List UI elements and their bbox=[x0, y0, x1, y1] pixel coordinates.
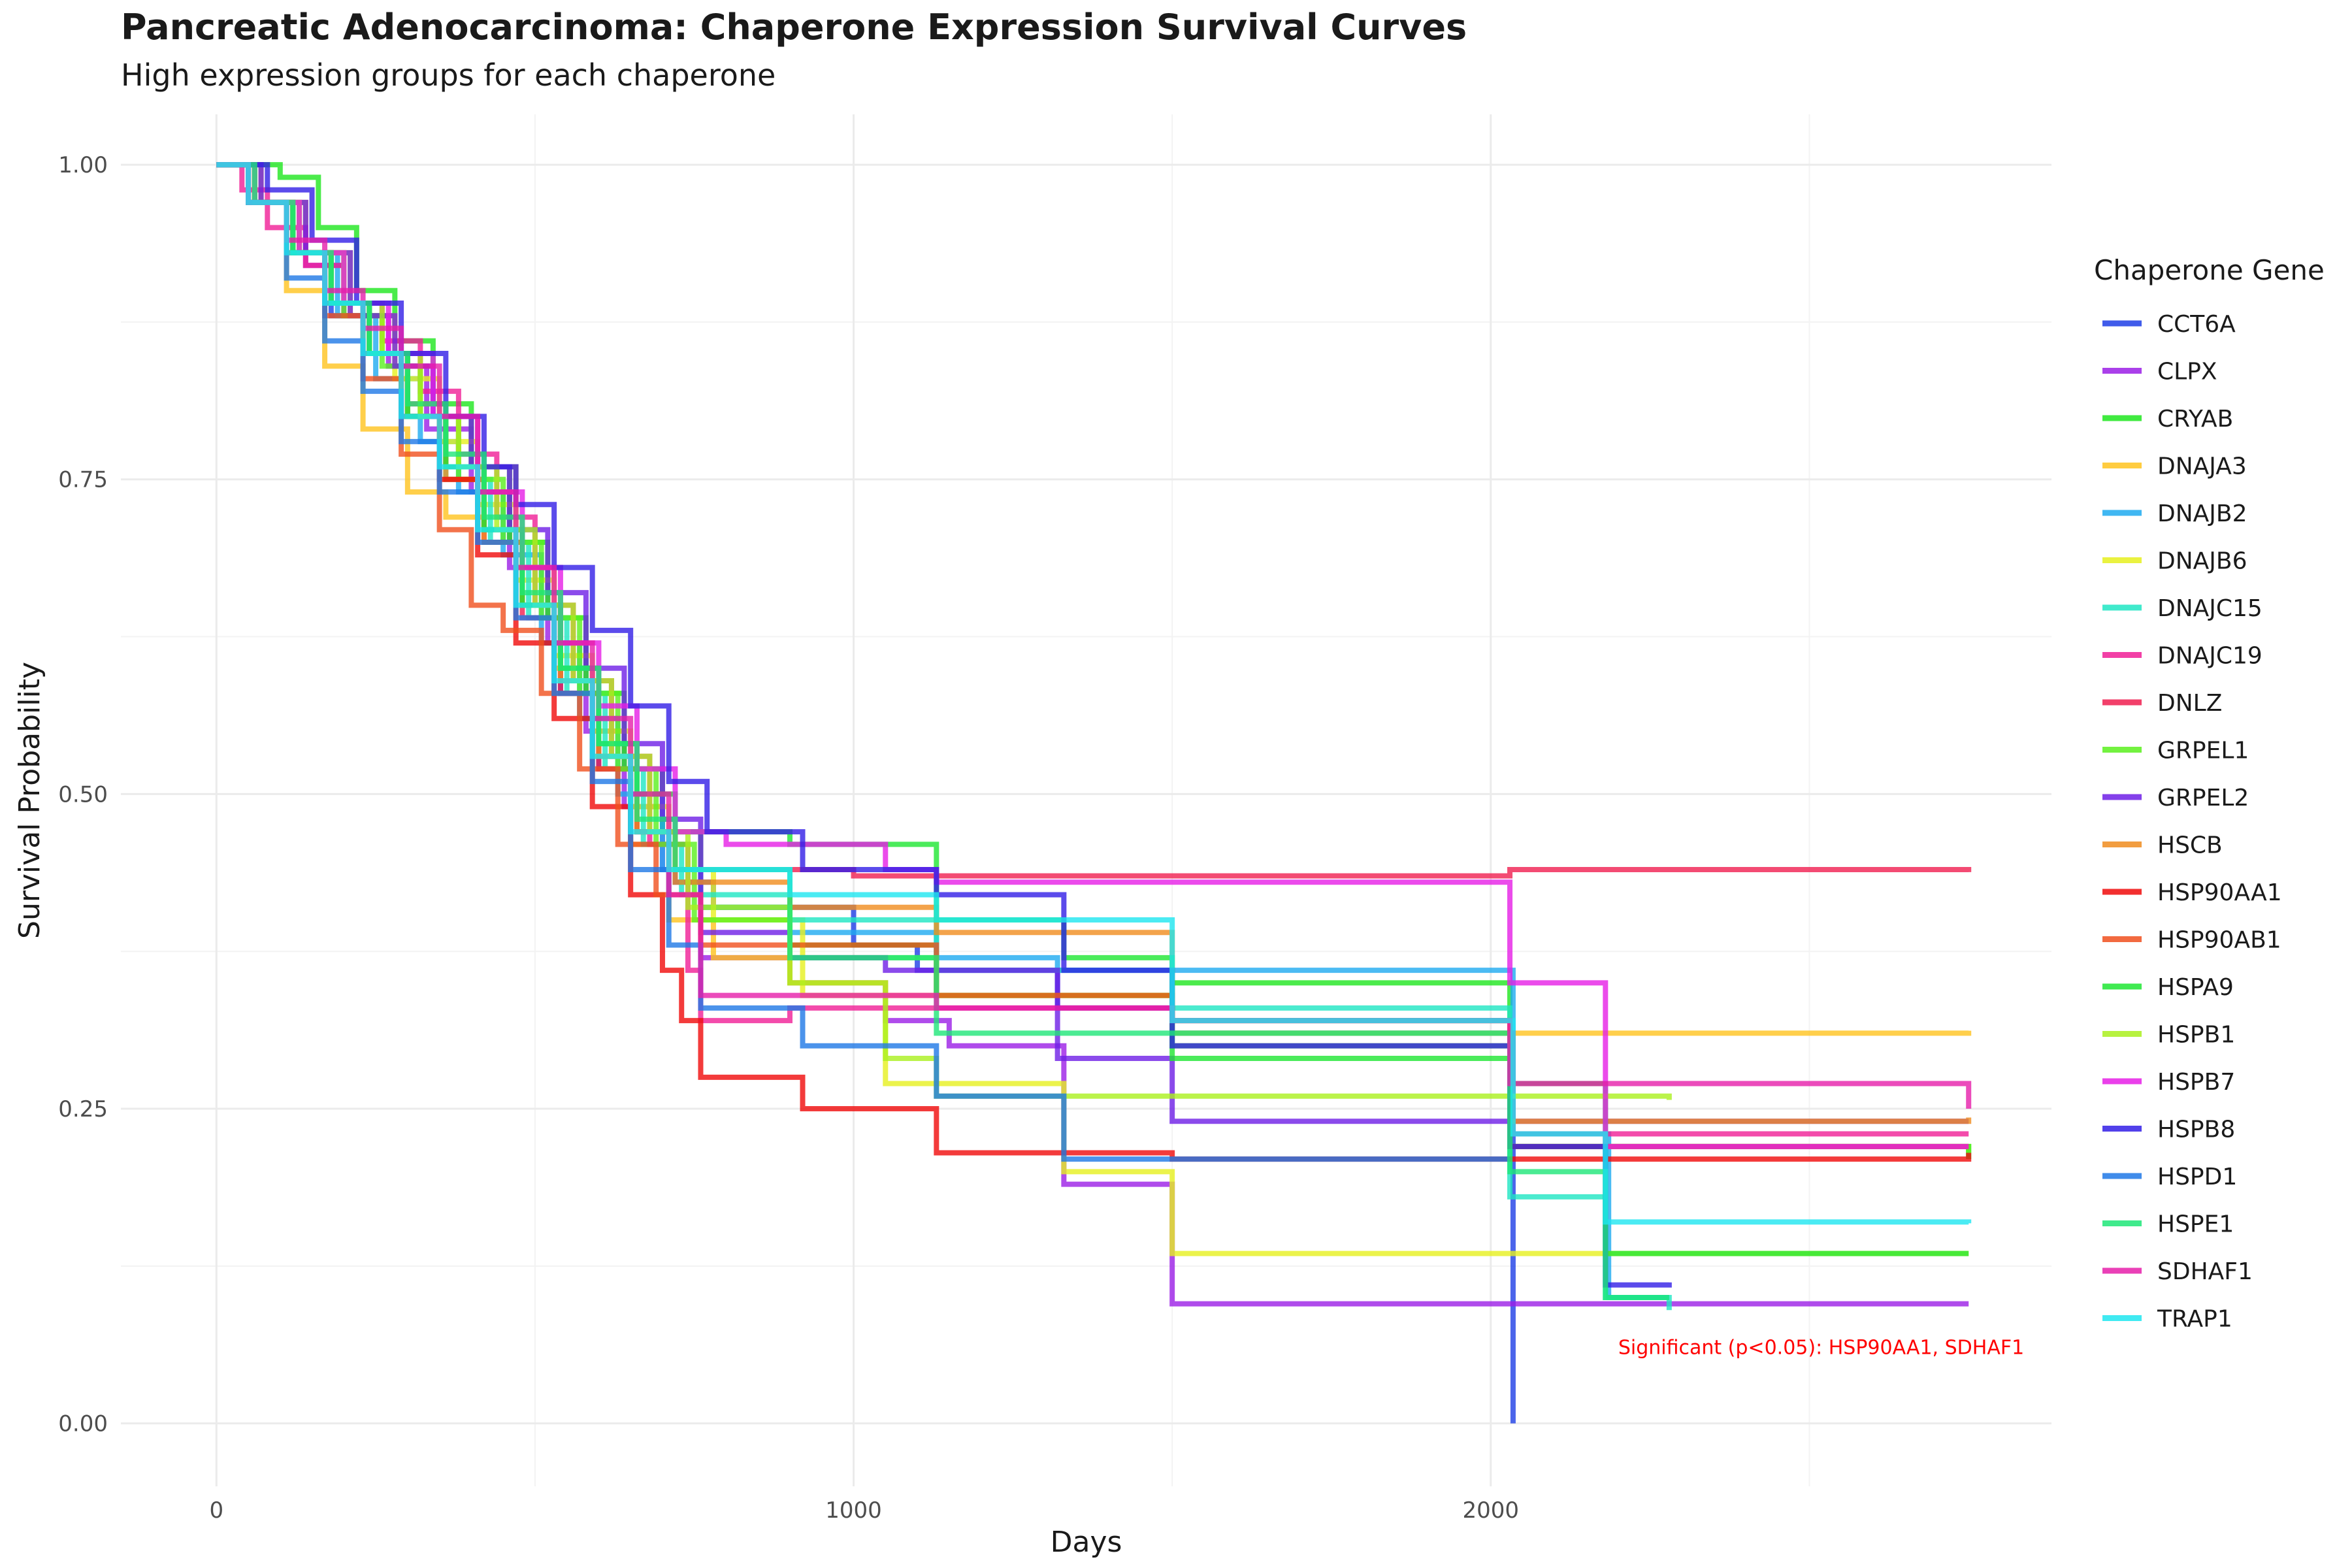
series-lines bbox=[216, 162, 1972, 1424]
y-tick-label: 0.00 bbox=[58, 1411, 108, 1437]
series-line-grpel1 bbox=[216, 162, 1972, 1153]
legend-label-hscb: HSCB bbox=[2157, 832, 2223, 859]
series-line-hspa9 bbox=[216, 162, 1969, 1256]
legend-label-dnlz: DNLZ bbox=[2157, 690, 2222, 717]
legend-label-hspb1: HSPB1 bbox=[2157, 1022, 2235, 1049]
series-line-hspe1 bbox=[216, 162, 1669, 1301]
legend-title: Chaperone Gene bbox=[2094, 254, 2325, 286]
y-tick-label: 0.50 bbox=[58, 781, 108, 808]
legend-label-grpel1: GRPEL1 bbox=[2157, 738, 2249, 764]
legend-label-dnajc15: DNAJC15 bbox=[2157, 595, 2262, 622]
series-line-grpel2 bbox=[216, 162, 1969, 1124]
legend-label-hspe1: HSPE1 bbox=[2157, 1211, 2234, 1238]
legend-label-cryab: CRYAB bbox=[2157, 406, 2233, 433]
x-tick-label: 0 bbox=[209, 1497, 223, 1524]
chart-title: Pancreatic Adenocarcinoma: Chaperone Exp… bbox=[121, 7, 1467, 48]
legend-label-hspa9: HSPA9 bbox=[2157, 974, 2234, 1001]
axes: 0 1000 2000 0.00 0.25 0.50 0.75 1.00 bbox=[58, 152, 1519, 1524]
legend-label-dnajb2: DNAJB2 bbox=[2157, 500, 2247, 527]
series-line-dnajc19 bbox=[216, 162, 1969, 1137]
series-line-trap1 bbox=[216, 162, 1972, 1225]
legend-label-dnajb6: DNAJB6 bbox=[2157, 548, 2247, 575]
x-axis-title: Days bbox=[1051, 1526, 1122, 1559]
legend-label-dnaja3: DNAJA3 bbox=[2157, 453, 2247, 480]
legend-label-cct6a: CCT6A bbox=[2157, 311, 2236, 338]
legend-label-trap1: TRAP1 bbox=[2157, 1306, 2232, 1333]
grid bbox=[121, 114, 2051, 1486]
y-tick-label: 1.00 bbox=[58, 152, 108, 178]
significance-annotation: Significant (p<0.05): HSP90AA1, SDHAF1 bbox=[1618, 1337, 2024, 1360]
legend-label-clpx: CLPX bbox=[2157, 359, 2217, 385]
legend-label-hspb7: HSPB7 bbox=[2157, 1069, 2235, 1096]
legend-label-hsp90aa1: HSP90AA1 bbox=[2157, 879, 2282, 906]
legend-label-hspb8: HSPB8 bbox=[2157, 1117, 2235, 1143]
series-line-hspb7 bbox=[216, 162, 1969, 1149]
y-axis-title: Survival Probability bbox=[13, 662, 46, 939]
series-line-dnaja3 bbox=[216, 162, 1972, 1036]
legend-label-dnajc19: DNAJC19 bbox=[2157, 643, 2262, 670]
x-tick-label: 2000 bbox=[1463, 1497, 1520, 1524]
y-tick-label: 0.75 bbox=[58, 467, 108, 493]
legend-label-hspd1: HSPD1 bbox=[2157, 1164, 2237, 1190]
legend-label-sdhaf1: SDHAF1 bbox=[2157, 1258, 2253, 1285]
series-line-dnajb2 bbox=[216, 162, 1669, 1301]
series-line-dnajc15 bbox=[216, 162, 1672, 1311]
y-tick-label: 0.25 bbox=[58, 1096, 108, 1122]
chart-subtitle: High expression groups for each chaperon… bbox=[121, 57, 776, 93]
legend-label-grpel2: GRPEL2 bbox=[2157, 785, 2249, 811]
legend: Chaperone Gene CCT6A CLPX CRYAB DNAJA3 DNAJB… bbox=[2094, 254, 2325, 1333]
series-line-hsp90ab1 bbox=[216, 162, 1969, 1149]
x-tick-label: 1000 bbox=[825, 1497, 882, 1524]
legend-label-hsp90ab1: HSP90AB1 bbox=[2157, 927, 2281, 954]
series-line-hspb8 bbox=[216, 162, 1672, 1288]
series-line-dnajb6 bbox=[216, 162, 1969, 1256]
series-line-hscb bbox=[216, 162, 1972, 1124]
